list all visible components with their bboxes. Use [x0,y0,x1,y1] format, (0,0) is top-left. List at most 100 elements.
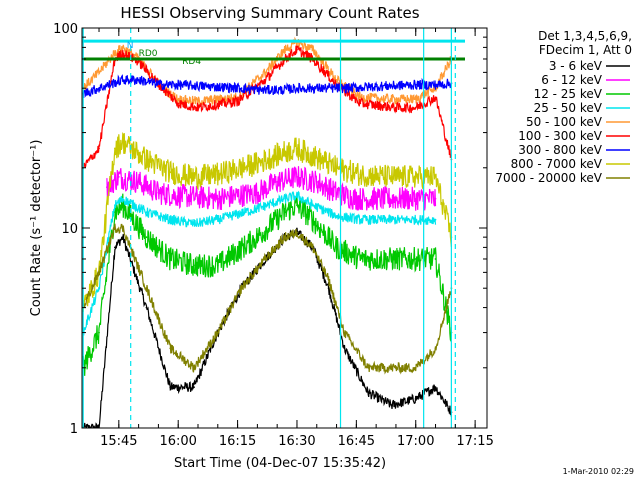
series-line-100-300 [82,45,452,170]
series-point [256,207,259,210]
plot-area: N RD0 RD4 [82,28,465,428]
series-point [114,204,116,207]
series-point [414,366,417,369]
series-point [343,331,346,334]
series-point [434,96,437,99]
series-point [193,176,195,178]
series-point [414,197,417,200]
series-point [391,218,393,221]
series-line-12-25 [82,193,452,376]
series-point [434,347,437,350]
series-point [216,173,219,176]
series-point [311,246,314,249]
series-point [236,100,239,103]
x-tick-label: 17:00 [397,434,434,449]
series-point [216,264,219,267]
series-point [169,218,172,221]
series-point [256,191,259,194]
y-tick-label: 100 [53,22,78,37]
series-point [434,176,437,178]
series-point [216,218,219,221]
x-tick-label: 16:00 [159,434,196,449]
series-point [280,89,282,91]
series-point [197,100,199,103]
series-point [106,186,108,189]
series-point [216,197,219,200]
series-point [391,258,393,260]
series-point [296,231,298,234]
footer-timestamp: 1-Mar-2010 02:29 [563,467,634,476]
series-point [216,331,219,334]
series-point [256,162,259,165]
series-point [284,211,286,214]
series-point [117,176,120,178]
series-point [240,87,243,90]
series-line-800-7000 [82,131,452,313]
series-point [256,89,259,91]
series-point [311,154,314,157]
series-point [169,347,172,350]
legend-label: 50 - 100 keV [526,115,603,129]
series-point [114,246,116,249]
series-point [327,279,330,281]
series-point [335,246,338,249]
series-point [197,106,199,109]
series-point [355,197,358,200]
series-point [169,386,172,389]
series-point [98,331,100,334]
series-point [98,147,100,150]
series-point [414,176,417,178]
series-point [240,287,243,290]
annotation-rd0: RD0 [139,49,158,59]
plot-inner: N RD0 RD4 [82,28,465,428]
legend-label: 6 - 12 keV [541,73,603,87]
y-axis-label: Count Rate (s⁻¹ detector⁻¹) [29,140,44,317]
series-point [114,147,116,150]
series-point [114,52,116,54]
legend-header: FDecim 1, Att 0 [539,43,632,57]
series-point [315,181,318,183]
series-point [209,85,211,88]
series-point [296,194,298,197]
x-axis-label: Start Time (04-Dec-07 15:35:42) [174,456,386,471]
series-point [343,347,346,350]
series-point [114,227,116,229]
series-point [359,102,362,105]
series-point [359,258,362,260]
series-point [434,258,437,260]
series-point [276,181,279,183]
series-point [414,218,417,221]
legend-label: 3 - 6 keV [549,59,603,73]
series-point [414,397,417,400]
series-point [264,79,267,81]
series-point [284,197,286,200]
series-point [98,271,100,274]
series-point [264,258,267,260]
series-point [335,215,338,217]
series-point [343,87,346,90]
series-point [145,306,148,309]
series-point [137,60,140,63]
series-point [414,106,417,109]
series-line-50-100 [82,36,452,107]
series-point [367,366,370,369]
series-point [335,79,338,81]
series-point [137,181,140,183]
series-point [145,158,148,161]
series-point [145,211,148,214]
series-point [327,287,330,290]
series-point [145,287,148,290]
series-point [177,83,180,86]
series-point [169,258,172,260]
series-point [434,197,437,200]
legend-label: 100 - 300 keV [518,129,602,143]
series-line-6-12 [106,166,437,211]
legend-header: Det 1,3,4,5,6,9, [538,29,632,43]
series-point [367,391,370,394]
series-point [359,96,362,99]
series-point [414,98,417,101]
x-tick-label: 17:15 [456,434,493,449]
series-point [335,191,338,194]
series-point [434,386,437,389]
